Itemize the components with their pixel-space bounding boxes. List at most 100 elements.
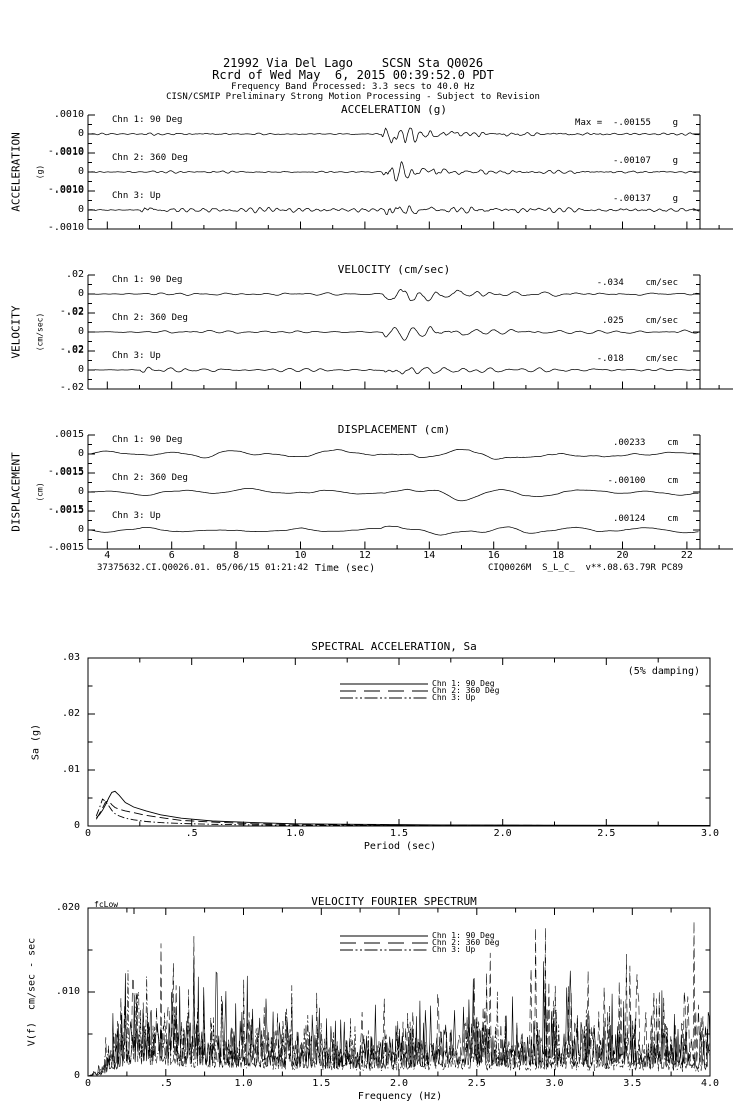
header-record-time-line: Rcrd of Wed May 6, 2015 00:39:52.0 PDT — [212, 68, 494, 82]
displacement-ylabel: DISPLACEMENT — [9, 452, 23, 532]
acceleration-chn3-label: Chn 3: Up — [112, 191, 161, 201]
right-axis-bracket — [693, 434, 701, 474]
displacement-chn1-max-value: .00233 cm — [607, 438, 678, 448]
velocity-chn2-label: Chn 2: 360 Deg — [112, 313, 188, 323]
spectral_acceleration-ytick-3: .03 — [61, 652, 80, 663]
velocity-chn3-max-value: -.018 cm/sec — [596, 354, 678, 364]
displacement-chn2-ytick-2: -.0015 — [47, 504, 84, 515]
time-axis — [88, 541, 733, 550]
axis-ticks — [88, 908, 710, 1076]
displacement-chn3-ytick-0: .0015 — [53, 505, 84, 516]
spectral_acceleration-xtick-5: 2.5 — [597, 828, 616, 839]
velocity_fourier_spectrum-xtick-7: 3.5 — [623, 1078, 642, 1089]
right-axis-bracket — [693, 114, 701, 154]
displacement-chn3-ytick-1: 0 — [77, 523, 84, 535]
spectral_acceleration-legend-1: Chn 2: 360 Deg — [432, 686, 500, 695]
fourier-curve-chn1 — [87, 957, 711, 1077]
seismic-trace — [87, 488, 699, 502]
acceleration-ylabel: ACCELERATION — [9, 132, 23, 212]
fourier-xlabel: Frequency (Hz) — [357, 1091, 443, 1102]
acceleration-chn1-ytick-0: .0010 — [53, 109, 84, 120]
acceleration-chn1-label: Chn 1: 90 Deg — [112, 115, 183, 125]
time-tick-label-22: 22 — [680, 550, 693, 561]
time-axis — [88, 381, 733, 390]
velocity-ylabel: VELOCITY — [9, 305, 23, 359]
seismic-trace — [87, 288, 700, 302]
displacement-section-title: DISPLACEMENT (cm) — [337, 423, 451, 436]
displacement-chn3-label: Chn 3: Up — [112, 511, 161, 521]
displacement-chn1-ytick-1: 0 — [77, 447, 84, 459]
seismic-trace — [87, 161, 700, 182]
header-station-line: 21992 Via Del Lago SCSN Sta Q0026 — [222, 56, 484, 70]
spectral_acceleration-xtick-0: 0 — [84, 828, 92, 839]
left-axis-bracket — [87, 190, 95, 230]
displacement-traces-plot — [87, 434, 733, 550]
spectral_acceleration-xtick-2: 1.0 — [286, 828, 305, 839]
acceleration-chn3-ytick-1: 0 — [77, 203, 84, 215]
time-tick-label-6: 6 — [168, 550, 175, 561]
spectral_acceleration-ytick-2: .02 — [61, 708, 80, 719]
velocity_fourier_spectrum-xtick-4: 2.0 — [389, 1078, 409, 1089]
axis-ticks — [88, 658, 710, 826]
fclow-annotation: fcLow — [94, 900, 119, 909]
velocity-chn1-ytick-0: .02 — [65, 269, 84, 280]
velocity_fourier_spectrum-legend-1: Chn 2: 360 Deg — [432, 938, 500, 947]
spectral_acceleration-ytick-0: 0 — [73, 820, 80, 831]
spectral_acceleration-xtick-1: .5 — [185, 828, 198, 839]
velocity-chn1-max-value: -.034 cm/sec — [596, 278, 678, 288]
acceleration-chn3-ytick-0: .0010 — [53, 185, 84, 196]
velocity_fourier_spectrum-legend-0: Chn 1: 90 Deg — [432, 931, 495, 940]
damping-annotation: (5% damping) — [627, 666, 700, 677]
displacement-chn3-max-value: .00124 cm — [607, 514, 678, 524]
acceleration-chn1-ytick-2: -.0010 — [47, 146, 84, 157]
acceleration-chn2-ytick-0: .0010 — [53, 147, 84, 158]
acceleration-chn2-ytick-2: -.0010 — [47, 184, 84, 195]
fourier-curve-chn2 — [87, 921, 711, 1077]
acceleration-chn2-max-value: -.00107 g — [612, 156, 678, 166]
acceleration-chn1-max-value: Max = -.00155 g — [575, 118, 678, 128]
acceleration-chn3-max-value: -.00137 g — [612, 194, 678, 204]
acceleration-chn3-ytick-2: -.0010 — [47, 222, 84, 233]
velocity_fourier_spectrum-xtick-2: 1.0 — [234, 1078, 253, 1089]
sa-curve-chn3 — [95, 798, 710, 827]
velocity-chn2-ytick-0: .02 — [65, 307, 84, 318]
spectral_acceleration-ytick-1: .01 — [61, 764, 80, 775]
seismic-trace — [87, 127, 700, 144]
velocity-chn3-ytick-0: .02 — [65, 345, 84, 356]
header-processing-note-line: CISN/CSMIP Preliminary Strong Motion Pro… — [166, 92, 540, 102]
fourier-ylabel: V(f) cm/sec - sec — [26, 937, 38, 1047]
sa-curve-chn2 — [95, 800, 711, 827]
acceleration-traces-plot — [87, 114, 733, 230]
displacement-chn1-ytick-0: .0015 — [53, 429, 84, 440]
spectral_acceleration-plot — [87, 657, 711, 827]
velocity-chn3-label: Chn 3: Up — [112, 351, 161, 361]
displacement-chn2-max-value: -.00100 cm — [607, 476, 678, 486]
velocity_fourier_spectrum-ytick-2: .020 — [55, 902, 80, 913]
velocity_fourier_spectrum-xtick-8: 4.0 — [700, 1078, 720, 1089]
time-tick-label-10: 10 — [294, 550, 307, 561]
fourier-curve-chn3 — [87, 970, 711, 1077]
displacement-yunits: (cm) — [35, 482, 45, 502]
time-tick-label-12: 12 — [358, 550, 371, 561]
velocity-chn3-ytick-1: 0 — [77, 363, 84, 375]
velocity-traces-plot — [87, 274, 733, 390]
plot-frame — [87, 657, 711, 827]
right-axis-bracket — [693, 472, 701, 512]
fourier-spectrum-title: VELOCITY FOURIER SPECTRUM — [311, 895, 477, 908]
velocity_fourier_spectrum-xtick-5: 2.5 — [467, 1078, 486, 1089]
time-tick-label-14: 14 — [423, 550, 436, 561]
velocity-chn1-ytick-1: 0 — [77, 287, 84, 299]
velocity-chn2-max-value: .025 cm/sec — [596, 316, 678, 326]
displacement-chn1-ytick-2: -.0015 — [47, 466, 84, 477]
sa-xlabel: Period (sec) — [363, 841, 437, 852]
velocity-chn2-ytick-2: -.02 — [59, 344, 84, 355]
sa-ylabel: Sa (g) — [30, 723, 42, 761]
displacement-chn2-ytick-1: 0 — [77, 485, 84, 497]
velocity_fourier_spectrum-ytick-1: .010 — [55, 986, 80, 997]
sa-curve-chn1 — [95, 790, 711, 826]
displacement-chn2-ytick-0: .0015 — [53, 467, 84, 478]
velocity-chn3-ytick-2: -.02 — [59, 382, 84, 393]
velocity_fourier_spectrum-plot — [87, 907, 711, 1077]
time-tick-label-4: 4 — [104, 550, 111, 561]
